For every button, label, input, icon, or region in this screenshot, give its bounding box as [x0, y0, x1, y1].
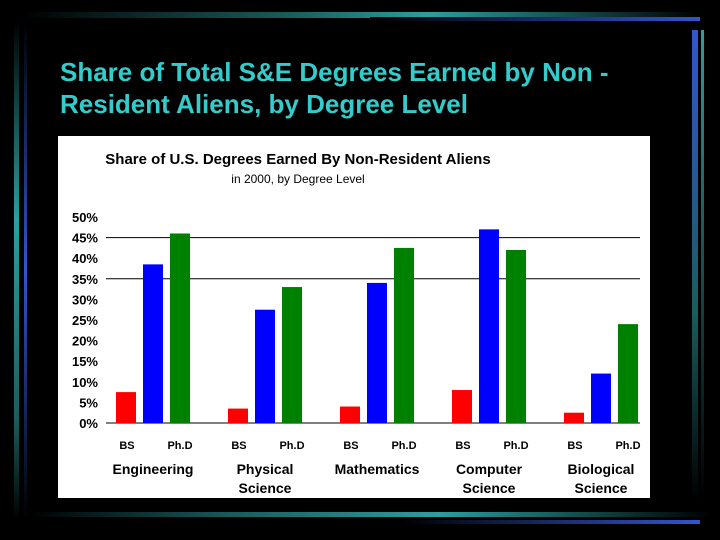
category-label: Physical: [237, 461, 294, 477]
frame-right-line: [692, 30, 698, 500]
category-label-line2: Science: [575, 480, 628, 496]
frame-top-line: [20, 12, 700, 18]
bar-phd: [170, 233, 190, 423]
bar-bs: [564, 412, 584, 423]
category-label: Mathematics: [335, 461, 420, 477]
chart-panel: Share of U.S. Degrees Earned By Non-Resi…: [58, 136, 650, 498]
y-tick-label: 20%: [72, 334, 98, 349]
frame-left-accent: [24, 20, 27, 520]
frame-top-accent: [370, 17, 700, 21]
x-tick-bs: BS: [567, 440, 582, 452]
category-label: Computer: [456, 461, 523, 477]
bar-phd: [394, 247, 414, 423]
x-tick-phd: Ph.D: [503, 440, 528, 452]
bar-ms: [479, 229, 499, 423]
y-tick-label: 5%: [79, 395, 98, 410]
frame-bottom-line: [30, 512, 710, 517]
y-tick-label: 0%: [79, 416, 98, 431]
x-tick-bs: BS: [231, 440, 246, 452]
bar-phd: [618, 324, 638, 423]
bar-bs: [340, 406, 360, 423]
bar-bs: [116, 392, 136, 423]
bar-bs: [228, 408, 248, 423]
x-axis-labels: BS Ph.D Engineering BS Ph.D Physical Science BS…: [113, 440, 641, 496]
bar-ms: [591, 373, 611, 423]
x-tick-bs: BS: [119, 440, 134, 452]
x-tick-phd: Ph.D: [279, 440, 304, 452]
bar-phd: [282, 287, 302, 423]
slide-title: Share of Total S&E Degrees Earned by Non…: [60, 57, 609, 119]
y-tick-label: 40%: [72, 251, 98, 266]
category-label: Biological: [568, 461, 635, 477]
bar-ms: [367, 282, 387, 423]
y-tick-label: 15%: [72, 354, 98, 369]
x-tick-phd: Ph.D: [391, 440, 416, 452]
y-tick-label: 35%: [72, 272, 98, 287]
category-label-line2: Science: [463, 480, 516, 496]
x-tick-phd: Ph.D: [167, 440, 192, 452]
category-label: Engineering: [113, 461, 194, 477]
y-tick-label: 45%: [72, 231, 98, 246]
y-tick-label: 25%: [72, 313, 98, 328]
chart-subtitle: in 2000, by Degree Level: [231, 172, 364, 186]
bar-bs: [452, 390, 472, 423]
y-tick-label: 10%: [72, 375, 98, 390]
bar-ms: [143, 264, 163, 423]
bars: [116, 229, 638, 423]
bar-phd: [506, 249, 526, 423]
y-tick-label: 30%: [72, 292, 98, 307]
x-tick-bs: BS: [343, 440, 358, 452]
chart: Share of U.S. Degrees Earned By Non-Resi…: [72, 151, 641, 496]
x-tick-bs: BS: [455, 440, 470, 452]
x-tick-phd: Ph.D: [615, 440, 640, 452]
category-label-line2: Science: [239, 480, 292, 496]
frame-bottom-accent: [400, 520, 700, 524]
bar-ms: [255, 309, 275, 423]
frame-left-line: [14, 20, 19, 520]
y-axis-ticks: 50% 45% 40% 35% 30% 25% 20% 15% 10% 5% 0%: [72, 210, 98, 431]
chart-title: Share of U.S. Degrees Earned By Non-Resi…: [105, 151, 490, 168]
y-tick-label: 50%: [72, 210, 98, 225]
frame-right-accent: [701, 30, 704, 500]
